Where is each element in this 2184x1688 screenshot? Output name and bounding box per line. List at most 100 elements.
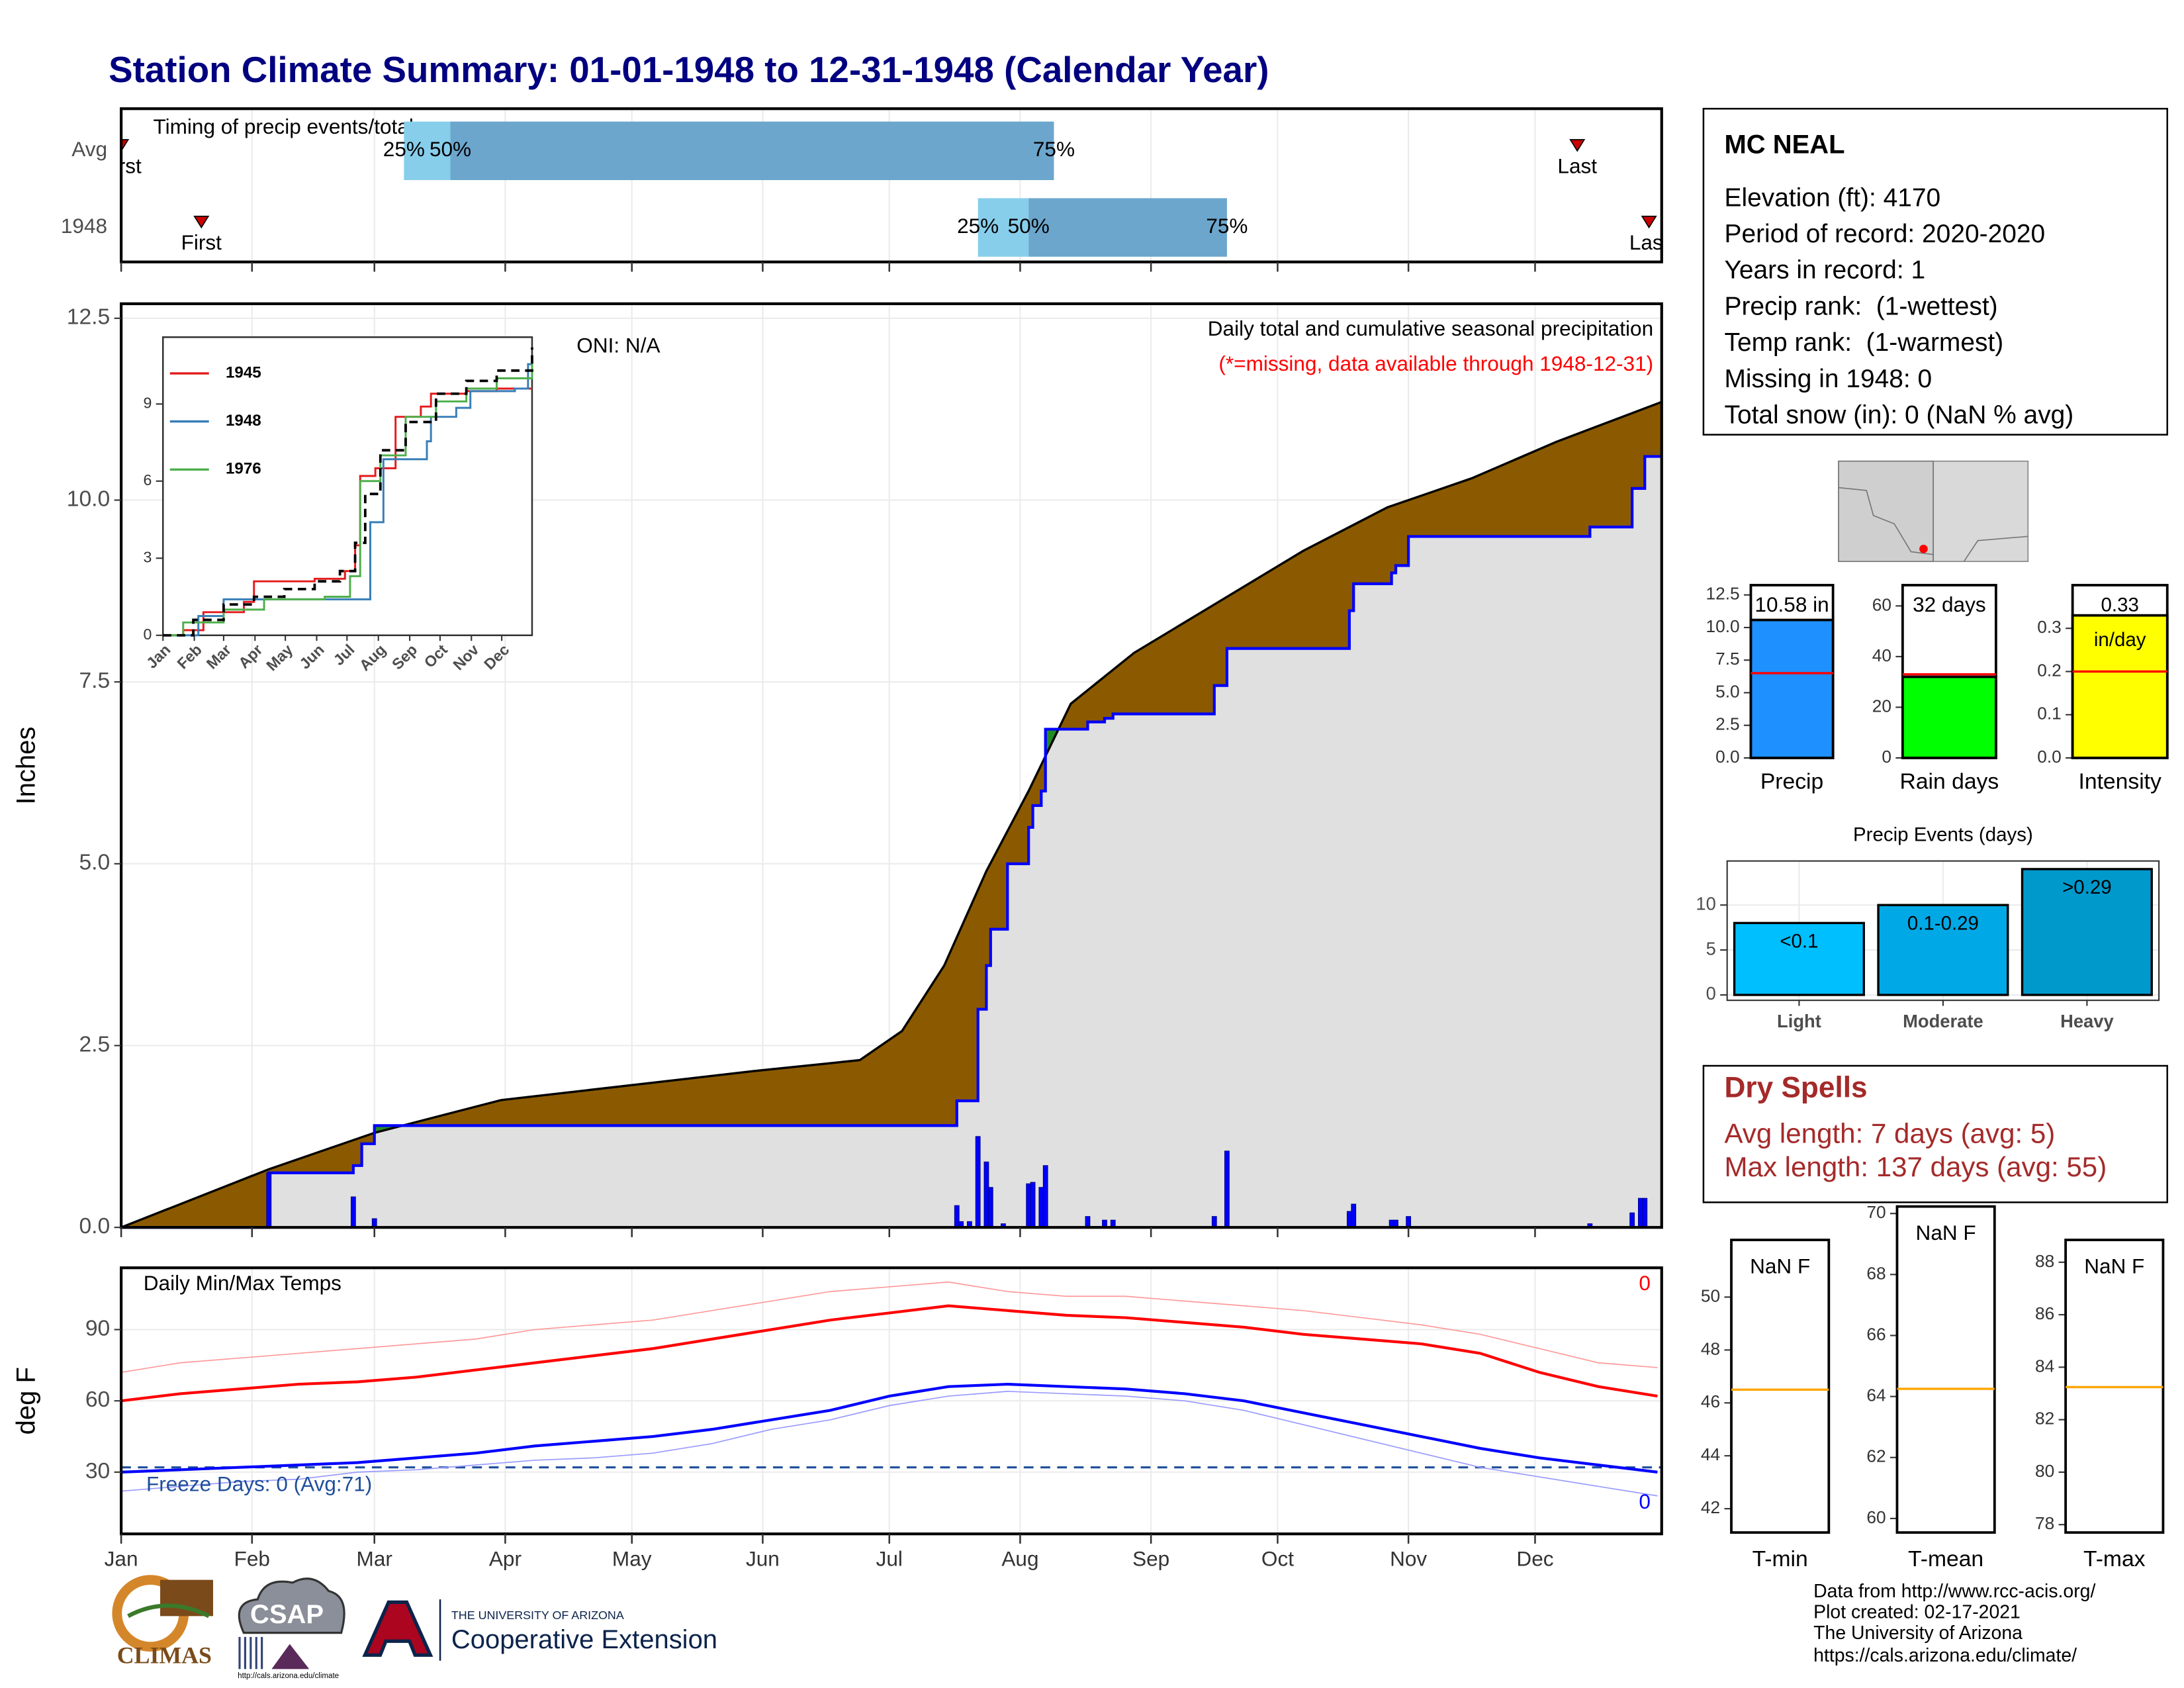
value-label: 10.58 in [1754, 592, 1829, 616]
y-tick-label: 62 [1866, 1446, 1886, 1466]
event-marker [1641, 215, 1657, 229]
station-line: Precip rank: (1-wettest) [1724, 292, 1997, 320]
value-label: NaN F [2084, 1254, 2144, 1278]
arizona-logo: THE UNIVERSITY OF ARIZONA Cooperative Ex… [362, 1599, 717, 1661]
footer-line: https://cals.arizona.edu/climate/ [1813, 1645, 2077, 1666]
timing-bar [978, 198, 1029, 257]
percentile-label: 25% [383, 137, 425, 161]
daily-bar [975, 1136, 981, 1228]
category-label: T-max [2083, 1547, 2146, 1571]
y-tick-label: 7.5 [79, 669, 110, 693]
y-tick-label: 0 [144, 626, 152, 643]
y-tick-label: 7.5 [1715, 649, 1740, 669]
station-line: Total snow (in): 0 (NaN % avg) [1724, 401, 2073, 430]
x-tick-label: Jul [876, 1547, 903, 1571]
value-label: NaN F [1750, 1254, 1810, 1278]
daily-bar [983, 1161, 989, 1228]
x-tick-label: Jun [746, 1547, 780, 1571]
csap-logo: CSAP http://cals.arizona.edu/climate [238, 1577, 345, 1680]
x-tick-label: Sep [1132, 1547, 1169, 1571]
panel-frame [119, 302, 1663, 1229]
y-tick-label: 68 [1866, 1263, 1886, 1283]
y-axis-label: deg F [12, 1367, 41, 1434]
logo-rain [238, 1636, 263, 1669]
category-label: T-mean [1908, 1547, 1983, 1571]
panel-subtitle: Daily total and cumulative seasonal prec… [1208, 316, 1653, 340]
y-tick-label: 70 [1866, 1202, 1886, 1222]
event-label: Last [1629, 230, 1669, 254]
daily-bar [1224, 1150, 1230, 1228]
station-line: Years in record: 1 [1724, 256, 1925, 285]
daily-bar [1642, 1197, 1648, 1228]
oni-label: ONI: N/A [576, 333, 660, 357]
y-tick-label: 12.5 [1706, 584, 1739, 604]
logo-text: THE UNIVERSITY OF ARIZONA [451, 1609, 624, 1622]
x-tick-label: May [612, 1547, 652, 1571]
y-tick-label: 60 [1872, 594, 1891, 614]
x-tick-label: Feb [234, 1547, 270, 1571]
y-tick-label: 90 [85, 1316, 110, 1340]
logo-text: CSAP [250, 1600, 324, 1629]
map-border [1933, 461, 2028, 562]
y-tick-label: 0.0 [1715, 747, 1740, 767]
range-label: >0.29 [2062, 876, 2112, 898]
map-border [1838, 487, 1934, 555]
y-tick-label: 46 [1701, 1391, 1720, 1411]
daily-bar [350, 1196, 356, 1228]
logo-url: http://cals.arizona.edu/climate [238, 1672, 339, 1680]
logo-block [160, 1579, 214, 1617]
y-tick-label: 3 [144, 548, 152, 565]
y-tick-label: 0.0 [2037, 747, 2062, 767]
event-bar [2021, 868, 2153, 996]
category-label: T-min [1752, 1547, 1808, 1571]
footer-line: Data from http://www.rcc-acis.org/ [1813, 1581, 2095, 1602]
station-line: Missing in 1948: 0 [1724, 365, 1932, 393]
panel-frame [1726, 860, 2160, 1002]
page-title: Station Climate Summary: 01-01-1948 to 1… [109, 49, 1269, 90]
logo-a [362, 1600, 433, 1657]
station-box [1702, 107, 2169, 436]
dry-spells-box [1702, 1064, 2169, 1203]
y-tick-label: 82 [2035, 1409, 2054, 1429]
station-line: Temp rank: (1-warmest) [1724, 328, 2003, 357]
daily-bar [1030, 1182, 1036, 1228]
station-location [1919, 544, 1928, 553]
event-bar [1877, 904, 2009, 996]
event-bar [1733, 921, 1865, 996]
daily-bar [1026, 1183, 1032, 1228]
y-tick-label: 60 [85, 1387, 110, 1412]
daily-bar [1211, 1216, 1217, 1228]
percentile-label: 50% [430, 137, 471, 161]
y-tick-label: 44 [1701, 1444, 1720, 1464]
y-axis-label: Inches [12, 727, 41, 805]
event-marker [1569, 139, 1586, 152]
timing-bar [450, 121, 1054, 181]
category-label: Precip [1760, 770, 1823, 794]
temp-line [120, 1281, 1658, 1373]
station-line: Elevation (ft): 4170 [1724, 183, 1940, 212]
logo-cloud [238, 1577, 345, 1634]
footer-line: Plot created: 02-17-2021 [1813, 1602, 2021, 1623]
y-tick-label: 20 [1872, 696, 1891, 716]
y-tick-label: 66 [1866, 1324, 1886, 1344]
temp-box [1730, 1239, 1831, 1534]
daily-bar [1346, 1211, 1352, 1228]
event-label: First [181, 230, 222, 254]
station-name: MC NEAL [1724, 130, 1844, 160]
y-tick-label: 10.0 [67, 487, 111, 511]
event-marker [193, 215, 210, 229]
inset-line [163, 347, 533, 637]
panel-title: Daily Min/Max Temps [144, 1271, 341, 1295]
temp-box [1895, 1205, 1996, 1534]
x-tick-label: Aug [1001, 1547, 1038, 1571]
daily-bar [266, 1172, 272, 1228]
range-label: 0.1-0.29 [1907, 912, 1979, 934]
percentile-label: 75% [1033, 137, 1075, 161]
y-tick-label: 84 [2035, 1356, 2054, 1376]
y-tick-label: 78 [2035, 1513, 2054, 1533]
temp-line [121, 1391, 1658, 1497]
y-tick-label: 42 [1701, 1497, 1720, 1517]
y-tick-label: 0.3 [2037, 617, 2062, 637]
